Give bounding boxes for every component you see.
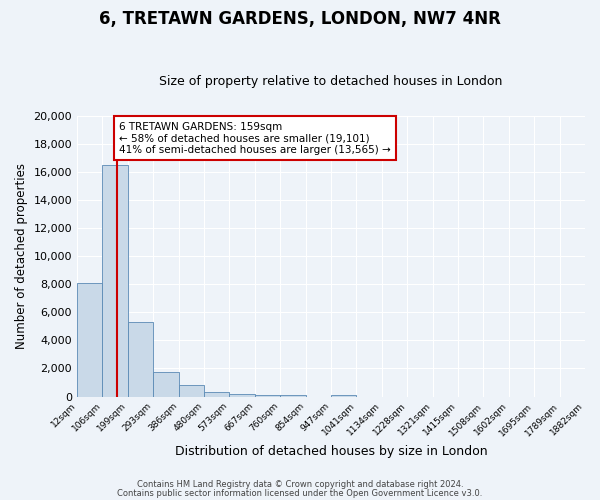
Bar: [128, 322, 153, 396]
Text: 6, TRETAWN GARDENS, LONDON, NW7 4NR: 6, TRETAWN GARDENS, LONDON, NW7 4NR: [99, 10, 501, 28]
Bar: [103, 165, 128, 396]
Bar: [331, 395, 356, 396]
Text: Contains HM Land Registry data © Crown copyright and database right 2024.: Contains HM Land Registry data © Crown c…: [137, 480, 463, 489]
X-axis label: Distribution of detached houses by size in London: Distribution of detached houses by size …: [175, 444, 487, 458]
Bar: [255, 394, 280, 396]
Text: 6 TRETAWN GARDENS: 159sqm
← 58% of detached houses are smaller (19,101)
41% of s: 6 TRETAWN GARDENS: 159sqm ← 58% of detac…: [119, 122, 391, 155]
Y-axis label: Number of detached properties: Number of detached properties: [15, 164, 28, 350]
Bar: [229, 394, 255, 396]
Bar: [77, 283, 103, 397]
Text: Contains public sector information licensed under the Open Government Licence v3: Contains public sector information licen…: [118, 488, 482, 498]
Bar: [153, 372, 179, 396]
Bar: [179, 386, 204, 396]
Title: Size of property relative to detached houses in London: Size of property relative to detached ho…: [160, 76, 503, 88]
Bar: [204, 392, 229, 396]
Bar: [280, 395, 305, 396]
